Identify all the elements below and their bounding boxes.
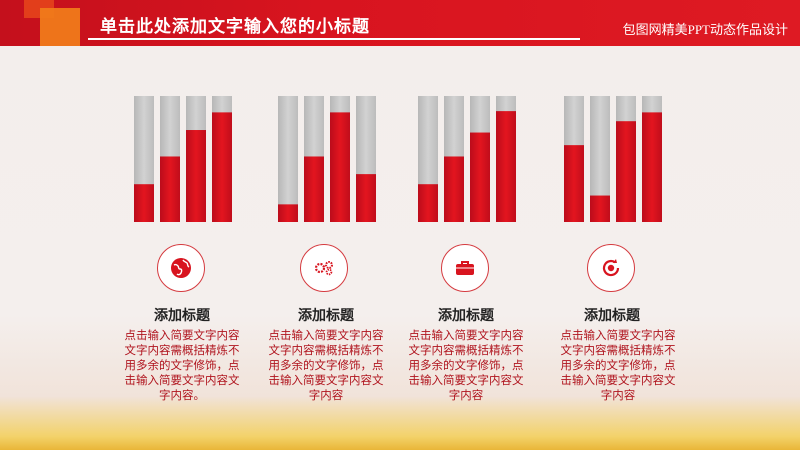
bar[interactable]	[186, 130, 206, 222]
feature-block-2	[278, 96, 428, 226]
item-title-2[interactable]: 添加标题	[298, 308, 354, 324]
toolbox-icon[interactable]	[441, 244, 489, 292]
gears-icon[interactable]	[300, 244, 348, 292]
refresh-dollar-icon[interactable]	[587, 244, 635, 292]
item-description-4[interactable]: 点击输入简要文字内容文字内容需概括精炼不用多余的文字修饰，点击输入简要文字内容文…	[560, 328, 676, 402]
globe-icon[interactable]	[157, 244, 205, 292]
bar[interactable]	[160, 156, 180, 222]
bar[interactable]	[470, 132, 490, 222]
bar-chart-3	[418, 96, 516, 222]
item-title-4[interactable]: 添加标题	[584, 308, 640, 324]
bar[interactable]	[496, 111, 516, 222]
bar[interactable]	[444, 156, 464, 222]
brand-text: 包图网精美PPT动态作品设计	[622, 22, 788, 37]
bar[interactable]	[212, 112, 232, 222]
item-title-1[interactable]: 添加标题	[154, 308, 210, 324]
feature-block-4	[564, 96, 714, 226]
bar-track	[278, 96, 298, 222]
bar[interactable]	[564, 145, 584, 222]
bar[interactable]	[330, 112, 350, 222]
item-description-3[interactable]: 点击输入简要文字内容文字内容需概括精炼不用多余的文字修饰，点击输入简要文字内容文…	[408, 328, 524, 402]
bar[interactable]	[642, 112, 662, 222]
decorative-square	[40, 8, 80, 46]
bar[interactable]	[616, 121, 636, 222]
bar[interactable]	[304, 156, 324, 222]
item-description-2[interactable]: 点击输入简要文字内容文字内容需概括精炼不用多余的文字修饰，点击输入简要文字内容文…	[268, 328, 384, 402]
bar-chart-2	[278, 96, 376, 222]
slide-subtitle[interactable]: 单击此处添加文字输入您的小标题	[100, 17, 370, 37]
bar[interactable]	[356, 174, 376, 222]
bar[interactable]	[590, 195, 610, 222]
item-title-3[interactable]: 添加标题	[438, 308, 494, 324]
title-bar: 单击此处添加文字输入您的小标题 包图网精美PPT动态作品设计	[0, 0, 800, 46]
bar-chart-1	[134, 96, 232, 222]
feature-block-1	[134, 96, 284, 226]
bar[interactable]	[134, 184, 154, 222]
bar[interactable]	[418, 184, 438, 222]
bar-chart-4	[564, 96, 662, 222]
feature-block-3	[418, 96, 568, 226]
bar-track	[590, 96, 610, 222]
bar[interactable]	[278, 204, 298, 222]
item-description-1[interactable]: 点击输入简要文字内容文字内容需概括精炼不用多余的文字修饰，点击输入简要文字内容文…	[124, 328, 240, 402]
title-underline	[88, 38, 580, 40]
